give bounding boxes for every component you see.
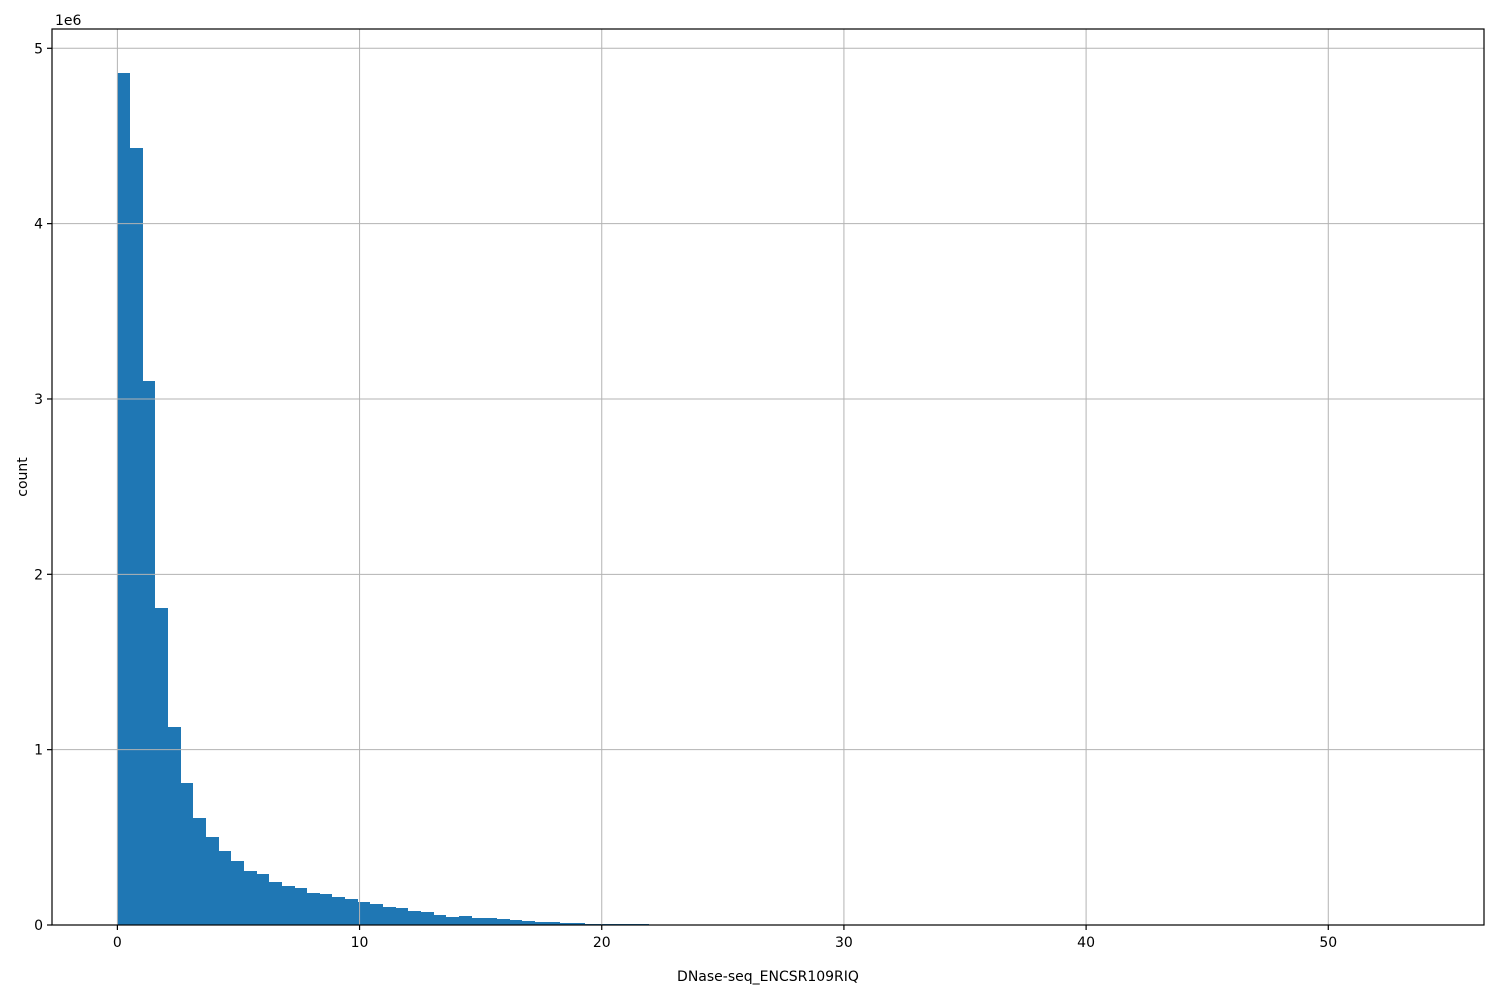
histogram-bar <box>320 894 332 925</box>
tick-labels-group: 0 10 20 30 40 50 0 1 2 3 4 5 <box>34 41 1337 951</box>
histogram-bar <box>560 923 573 925</box>
histogram-bar <box>193 818 206 925</box>
histogram-bar <box>168 727 181 925</box>
histogram-bar <box>459 916 472 925</box>
grid-group <box>52 29 1484 926</box>
histogram-bar <box>332 897 345 925</box>
x-tick-label: 10 <box>351 935 369 951</box>
histogram-bar <box>434 915 446 925</box>
histogram-bar <box>282 886 295 925</box>
histogram-bar <box>396 908 408 925</box>
x-tick-label: 40 <box>1077 935 1095 951</box>
histogram-bar <box>244 871 257 925</box>
y-tick-label: 1 <box>34 743 43 759</box>
histogram-bar <box>535 922 548 925</box>
x-tick-label: 30 <box>835 935 853 951</box>
histogram-bar <box>408 911 421 925</box>
histogram-bar <box>370 904 383 925</box>
histogram-bar <box>269 882 282 925</box>
y-tick-label: 5 <box>34 41 43 57</box>
histogram-bar <box>206 837 219 925</box>
y-tick-label: 2 <box>34 567 43 583</box>
y-tick-label: 4 <box>34 217 43 233</box>
histogram-bar <box>548 922 560 925</box>
histogram-bar <box>345 899 358 925</box>
x-tick-label: 0 <box>113 935 122 951</box>
histogram-bar <box>219 851 231 925</box>
x-tick-label: 20 <box>593 935 611 951</box>
histogram-bar <box>181 783 193 925</box>
y-tick-label: 3 <box>34 392 43 408</box>
histogram-bar <box>295 888 307 925</box>
histogram-bar <box>446 917 459 925</box>
y-axis-offset-text: 1e6 <box>55 13 82 29</box>
histogram-bar <box>257 874 269 925</box>
histogram-bar <box>231 861 244 925</box>
histogram-bar <box>143 381 155 925</box>
y-axis-label: count <box>15 457 31 497</box>
histogram-bar <box>155 608 168 925</box>
plot-border <box>51 28 1485 926</box>
histogram-bar <box>510 920 522 925</box>
histogram-bar <box>472 918 484 925</box>
histogram-bar <box>522 921 535 925</box>
histogram-bar <box>307 893 320 925</box>
histogram-bar <box>573 923 585 925</box>
histogram-bar <box>484 918 497 925</box>
x-tick-label: 50 <box>1319 935 1337 951</box>
bars-group <box>117 73 649 925</box>
histogram-bar <box>117 73 130 925</box>
x-axis-label: DNase-seq_ENCSR109RIQ <box>677 969 859 985</box>
histogram-bar <box>421 912 434 925</box>
histogram-bar <box>358 902 370 925</box>
ticks-group <box>47 47 1329 930</box>
y-tick-label: 0 <box>34 918 43 934</box>
histogram-bar <box>130 148 143 925</box>
histogram-bar <box>497 919 510 925</box>
histogram-bar <box>383 907 396 925</box>
